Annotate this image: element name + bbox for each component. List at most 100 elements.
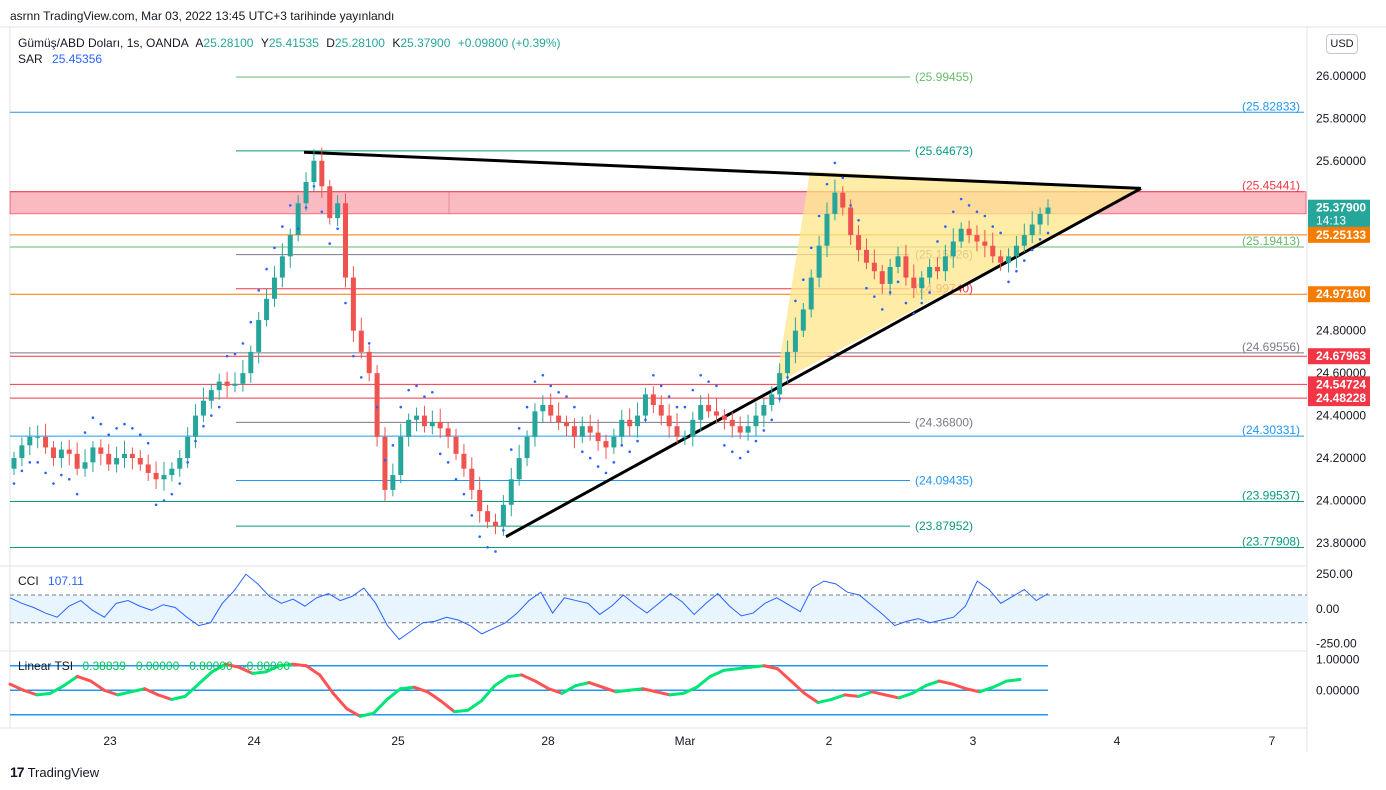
candle-body bbox=[343, 203, 349, 278]
candle-body bbox=[382, 436, 388, 490]
sar-dot bbox=[588, 456, 592, 460]
fib-level-label: (24.69556) bbox=[1242, 340, 1300, 354]
currency-button[interactable]: USD bbox=[1326, 34, 1358, 54]
sar-dot bbox=[249, 320, 253, 324]
sar-dot bbox=[502, 528, 505, 532]
tsi-segment bbox=[264, 664, 281, 674]
candle-body bbox=[256, 320, 262, 352]
fib-level-label: (23.77908) bbox=[1242, 534, 1300, 548]
candle-body bbox=[508, 479, 514, 505]
sar-dot bbox=[770, 418, 774, 422]
tsi-segment bbox=[587, 681, 605, 689]
sar-dot bbox=[612, 461, 616, 464]
time-axis-tick: 25 bbox=[391, 734, 405, 748]
sar-dot bbox=[967, 204, 971, 207]
candle-body bbox=[82, 462, 88, 469]
sar-dot bbox=[517, 427, 521, 430]
ohlc-low: D25.28100 bbox=[326, 36, 385, 50]
candle-body bbox=[548, 404, 554, 416]
tsi-segment bbox=[277, 662, 295, 668]
sar-dot bbox=[896, 280, 900, 284]
triangle-fill bbox=[776, 171, 1141, 384]
candle-body bbox=[532, 411, 538, 437]
tsi-segment bbox=[681, 685, 699, 695]
sar-dot bbox=[1023, 259, 1026, 262]
tsi-segment bbox=[708, 668, 726, 678]
tsi-segment bbox=[372, 697, 389, 715]
tsi-segment bbox=[345, 707, 362, 718]
candle-body bbox=[224, 381, 230, 386]
sar-dot bbox=[44, 471, 47, 475]
tsi-segment bbox=[951, 682, 968, 691]
sar-dot bbox=[123, 422, 126, 426]
sar-dot bbox=[320, 210, 324, 214]
sar-dot bbox=[170, 492, 174, 496]
candle-body bbox=[350, 277, 356, 331]
sar-dot bbox=[1046, 231, 1050, 235]
candle-body bbox=[579, 426, 585, 437]
footer-brand[interactable]: 17 TradingView bbox=[10, 764, 99, 780]
candle-body bbox=[248, 351, 254, 374]
price-axis-tick: 23.80000 bbox=[1316, 536, 1366, 550]
tsi-segment bbox=[129, 687, 147, 694]
sar-dot bbox=[75, 492, 79, 496]
sar-dot bbox=[494, 550, 497, 553]
candle-body bbox=[950, 241, 956, 257]
candle-body bbox=[421, 415, 427, 427]
sar-dot bbox=[304, 206, 308, 209]
fib-level-label: (24.09435) bbox=[915, 474, 973, 488]
tsi-segment bbox=[183, 682, 201, 698]
sar-dot bbox=[83, 431, 87, 434]
sar-dot bbox=[636, 439, 639, 443]
ohlc-change: +0.09800 (+0.39%) bbox=[457, 36, 561, 50]
sar-legend: SAR 25.45356 bbox=[18, 52, 102, 66]
sar-dot bbox=[707, 380, 710, 383]
sar-dot bbox=[888, 291, 892, 294]
tsi-axis-tick: 0.00000 bbox=[1316, 683, 1360, 697]
candle-body bbox=[374, 373, 380, 437]
candle-body bbox=[461, 453, 467, 469]
candle-body bbox=[982, 241, 988, 246]
sar-dot bbox=[983, 214, 987, 218]
candle-body bbox=[611, 436, 617, 448]
candle-body bbox=[311, 160, 317, 183]
tsi-segment bbox=[614, 688, 631, 694]
sar-dot bbox=[273, 246, 276, 250]
candle-body bbox=[832, 192, 838, 214]
candle-body bbox=[729, 419, 735, 427]
sar-dot bbox=[557, 390, 560, 394]
candle-body bbox=[627, 419, 633, 427]
sar-dot bbox=[36, 461, 39, 464]
sar-dot bbox=[217, 405, 221, 409]
candle-body bbox=[1029, 224, 1035, 236]
sar-dot bbox=[186, 461, 189, 464]
sar-dot bbox=[778, 397, 781, 400]
sar-dot bbox=[470, 514, 474, 517]
sar-dot bbox=[210, 414, 213, 417]
tsi-segment bbox=[937, 679, 955, 686]
sar-dot bbox=[699, 373, 703, 377]
candle-body bbox=[516, 458, 522, 480]
candle-body bbox=[698, 404, 704, 420]
candle-body bbox=[406, 419, 412, 437]
candle-body bbox=[327, 186, 333, 219]
candle-body bbox=[998, 256, 1004, 263]
candle-body bbox=[11, 458, 17, 469]
sar-dot bbox=[857, 218, 860, 222]
candle-body bbox=[98, 447, 104, 454]
candle-body bbox=[169, 468, 175, 476]
tsi-segment bbox=[829, 693, 847, 701]
sar-dot bbox=[667, 395, 671, 398]
candle-body bbox=[524, 436, 530, 459]
sar-dot bbox=[541, 373, 545, 377]
sar-dot bbox=[233, 352, 237, 356]
cci-axis-tick: 250.00 bbox=[1316, 567, 1353, 581]
cci-value: 107.11 bbox=[48, 574, 84, 588]
candle-body bbox=[856, 235, 862, 250]
candle-body bbox=[50, 447, 56, 459]
candle-body bbox=[745, 426, 751, 433]
candle-body bbox=[453, 436, 459, 454]
tsi-segment bbox=[291, 662, 308, 668]
candle-body bbox=[761, 404, 767, 416]
